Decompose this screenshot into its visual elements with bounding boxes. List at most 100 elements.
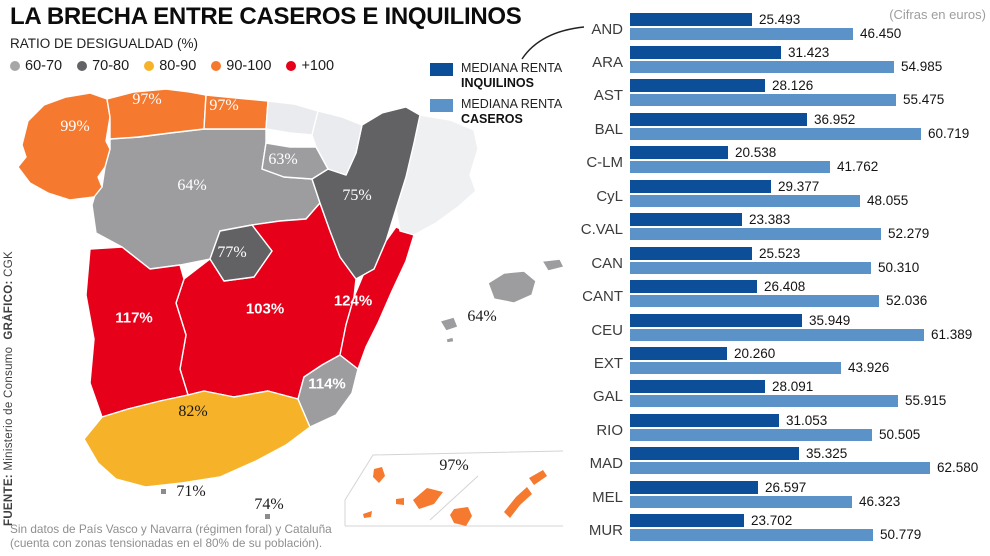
canary-inset-frame — [344, 450, 564, 527]
island-la-palma — [373, 467, 385, 483]
ratio-legend-item-+100: +100 — [286, 58, 334, 74]
bar-group-AND: AND 25.493 46.450 — [575, 11, 990, 41]
bar-caseros — [630, 529, 873, 542]
bar-category-label: CAN — [591, 254, 623, 272]
value-caseros: 50.310 — [878, 259, 920, 275]
value-inquilinos: 23.702 — [751, 513, 793, 529]
value-inquilinos: 35.949 — [809, 312, 851, 328]
series-legend-line1: MEDIANA RENTA — [461, 97, 563, 111]
bar-category-label: MEL — [592, 488, 623, 506]
bar-category-label: CANT — [582, 288, 623, 306]
bar-caseros — [630, 261, 871, 274]
series-legend-line1: MEDIANA RENTA — [461, 61, 563, 75]
bar-group-RIO: RIO 31.053 50.505 — [575, 412, 990, 442]
city-marker-ceuta — [161, 489, 166, 494]
series-legend-line2: INQUILINOS — [461, 76, 534, 90]
bar-inquilinos — [630, 146, 728, 160]
bar-caseros — [630, 395, 898, 408]
island-el-hierro — [363, 511, 372, 518]
bar-inquilinos — [630, 347, 727, 360]
value-caseros: 52.279 — [888, 226, 930, 242]
bar-caseros — [630, 462, 930, 475]
island-fuerteventura — [504, 487, 532, 518]
bar-caseros — [630, 194, 860, 207]
bar-group-CEU: CEU 35.949 61.389 — [575, 312, 990, 342]
legend-swatch-icon — [430, 99, 453, 112]
region-menorca — [541, 258, 565, 272]
map-ratio-label-ceuta: 71% — [176, 483, 206, 500]
value-caseros: 55.915 — [905, 393, 947, 409]
island-la-gomera — [396, 498, 404, 505]
legend-connector-curve — [521, 26, 585, 60]
bar-caseros — [630, 328, 924, 341]
bar-inquilinos — [630, 514, 744, 528]
income-bar-chart: (Cifras en euros) AND 25.493 46.450 ARA 31.4… — [575, 0, 990, 556]
series-legend-item-caseros: MEDIANA RENTA CASEROS — [430, 97, 562, 127]
bar-category-label: EXT — [593, 355, 623, 372]
value-caseros: 50.779 — [880, 527, 922, 543]
source-grafico-value: CGK — [3, 251, 15, 277]
region-extremadura — [85, 246, 189, 418]
value-inquilinos: 31.423 — [788, 44, 830, 60]
bar-inquilinos — [630, 45, 781, 59]
ratio-legend-item-60-70: 60-70 — [10, 58, 62, 74]
bar-category-label: BAL — [594, 120, 623, 138]
region-mallorca — [487, 270, 537, 304]
bar-inquilinos — [630, 447, 799, 461]
ratio-legend-label: 90-100 — [226, 58, 272, 74]
ratio-legend-item-90-100: 90-100 — [211, 58, 271, 74]
value-inquilinos: 25.523 — [759, 245, 801, 261]
bar-inquilinos — [630, 12, 752, 26]
value-inquilinos: 28.126 — [772, 78, 814, 94]
footnote-line-2: (cuenta con zonas tensionadas en el 80% … — [10, 536, 323, 551]
map-ratio-label-castilla-la-mancha: 103% — [245, 300, 285, 318]
value-inquilinos: 25.493 — [759, 11, 801, 27]
bar-group-C.VAL: C.VAL 23.383 52.279 — [575, 212, 990, 242]
bar-group-CANT: CANT 26.408 52.036 — [575, 279, 990, 309]
ratio-legend-item-70-80: 70-80 — [77, 58, 129, 74]
map-ratio-label-arag-n: 75% — [342, 187, 372, 204]
bar-caseros — [630, 495, 852, 508]
value-caseros: 50.505 — [879, 426, 921, 442]
region-ibiza — [439, 316, 459, 332]
map-ratio-label-la-rioja: 63% — [268, 151, 298, 168]
page-title: LA BRECHA ENTRE CASEROS E INQUILINOS — [10, 3, 522, 30]
value-inquilinos: 26.597 — [765, 479, 807, 495]
value-caseros: 48.055 — [867, 192, 909, 208]
region-galicia — [17, 92, 111, 201]
bar-caseros — [630, 161, 830, 174]
bar-group-GAL: GAL 28.091 55.915 — [575, 379, 990, 409]
map-ratio-label-canarias: 97% — [439, 457, 469, 474]
bar-category-label: MAD — [589, 455, 623, 473]
value-caseros: 61.389 — [931, 326, 973, 342]
units-note: (Cifras en euros) — [889, 7, 986, 22]
bar-series-legend: MEDIANA RENTA INQUILINOS MEDIANA RENTA CASE… — [430, 61, 562, 133]
bar-inquilinos — [630, 380, 765, 394]
city-marker-melilla — [265, 514, 270, 519]
map-ratio-label-asturias: 97% — [132, 91, 162, 108]
map-ratio-label-castilla-y-le-n: 64% — [177, 177, 207, 194]
bar-group-EXT: EXT 20.260 43.926 — [575, 346, 990, 375]
value-inquilinos: 20.538 — [735, 145, 777, 161]
value-caseros: 62.580 — [937, 460, 979, 476]
value-inquilinos: 20.260 — [734, 346, 776, 361]
bar-inquilinos — [630, 213, 742, 227]
value-caseros: 52.036 — [886, 293, 928, 309]
map-ratio-label-andaluc-a: 82% — [178, 403, 208, 420]
region-formentera — [445, 336, 455, 344]
value-inquilinos: 26.408 — [764, 279, 806, 295]
legend-dot-icon — [286, 61, 297, 71]
value-inquilinos: 31.053 — [786, 412, 828, 428]
map-ratio-label-murcia: 114% — [308, 375, 346, 393]
bar-inquilinos — [630, 313, 802, 327]
bar-category-label: AND — [591, 20, 623, 38]
source-credit: FUENTE: Ministerio de Consumo GRÁFICO: C… — [3, 230, 15, 526]
bar-group-MAD: MAD 35.325 62.580 — [575, 446, 990, 476]
series-legend-item-inquilinos: MEDIANA RENTA INQUILINOS — [430, 61, 562, 91]
bar-inquilinos — [630, 246, 752, 260]
canary-islands — [363, 467, 547, 526]
value-caseros: 60.719 — [928, 125, 970, 141]
ratio-legend-label: 70-80 — [92, 58, 130, 74]
map-ratio-label-c-valenciana: 124% — [333, 292, 373, 310]
